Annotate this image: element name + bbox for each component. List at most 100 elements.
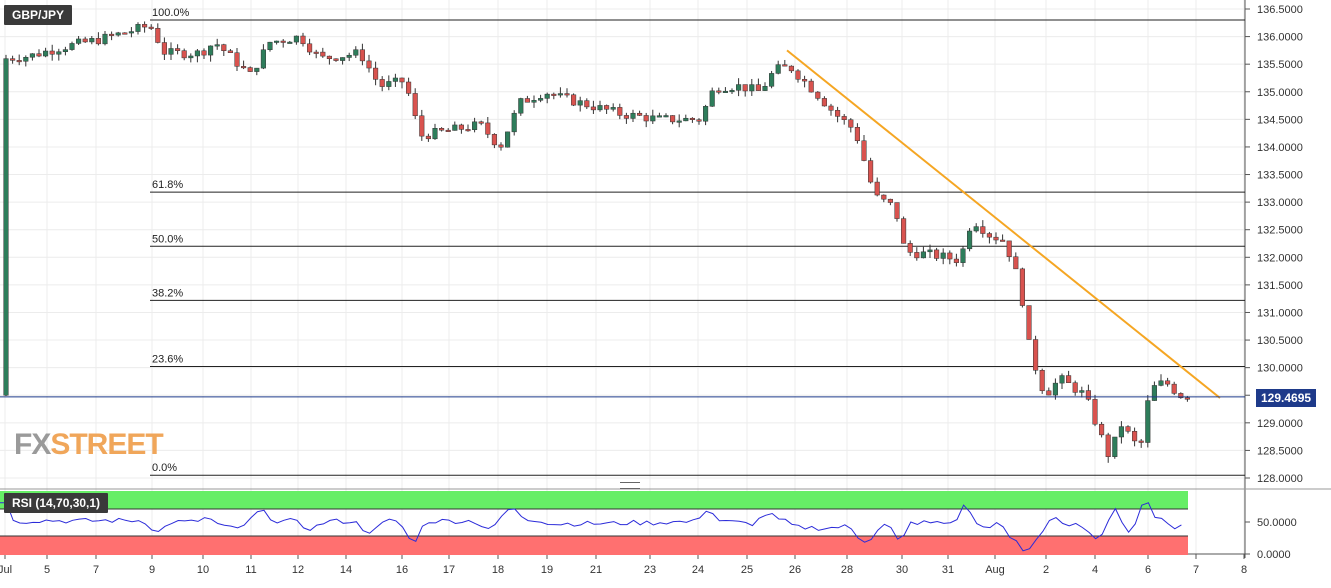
candle-body	[1132, 431, 1138, 442]
candle-body	[986, 233, 992, 238]
candle-body	[472, 121, 478, 130]
candle	[208, 45, 214, 62]
candle	[95, 32, 101, 46]
candle-body	[241, 66, 247, 69]
candle	[161, 37, 167, 61]
candle	[76, 36, 82, 45]
candle	[419, 109, 425, 141]
candle-body	[340, 57, 346, 61]
pane-splitter-handle[interactable]	[620, 482, 640, 489]
price-axis-label: 129.0000	[1257, 418, 1303, 430]
candle-body	[670, 115, 676, 123]
candle	[379, 76, 385, 92]
candle-body	[181, 50, 187, 59]
candle	[148, 24, 154, 30]
candle	[491, 133, 497, 149]
candle	[1132, 427, 1138, 447]
candle	[1026, 305, 1032, 340]
candle	[221, 43, 227, 56]
candle	[274, 40, 280, 45]
candle-body	[29, 53, 35, 58]
candle-body	[571, 94, 577, 106]
candle	[947, 250, 953, 265]
price-axis-label: 131.0000	[1257, 307, 1303, 319]
candle-body	[16, 60, 22, 63]
x-axis-label: 23	[644, 564, 656, 576]
candle-body	[485, 122, 491, 135]
candle	[1151, 381, 1157, 401]
candle-body	[267, 41, 273, 50]
price-axis-label: 133.0000	[1257, 197, 1303, 209]
candle-body	[505, 131, 511, 148]
candle	[1006, 240, 1012, 262]
candle-body	[854, 127, 860, 142]
candle	[802, 75, 808, 88]
candle	[564, 88, 570, 98]
candle-body	[333, 58, 339, 61]
candle	[340, 57, 346, 65]
candle-body	[1165, 380, 1171, 385]
candle-body	[544, 93, 550, 99]
candle	[894, 202, 900, 222]
candle	[1099, 421, 1105, 438]
candle-body	[122, 32, 128, 35]
candle-body	[947, 252, 953, 260]
candle	[531, 95, 537, 108]
trendline	[786, 49, 1221, 399]
candle-body	[953, 258, 959, 263]
candle-body	[406, 81, 412, 94]
rsi-badge: RSI (14,70,30,1)	[4, 493, 109, 513]
candle	[122, 32, 128, 35]
candle	[584, 98, 590, 110]
candle-body	[1118, 426, 1124, 438]
candle-body	[722, 90, 728, 93]
candle	[841, 114, 847, 125]
candle-body	[643, 115, 649, 122]
candle	[241, 60, 247, 70]
candle	[881, 194, 887, 203]
candle	[709, 87, 715, 107]
x-axis-label: 26	[789, 564, 801, 576]
logo-fx: FX	[14, 428, 51, 461]
candle	[62, 46, 68, 56]
candle-body	[656, 115, 662, 118]
x-axis-label: 4	[1092, 564, 1098, 576]
candle-body	[43, 50, 49, 57]
x-axis-label: 12	[292, 564, 304, 576]
candle-body	[564, 93, 570, 96]
candle-body	[425, 135, 431, 140]
price-axis-label: 128.5000	[1257, 445, 1303, 457]
candle	[227, 48, 233, 53]
candle	[23, 55, 29, 67]
candle-body	[716, 90, 722, 93]
price-axis-label: 130.5000	[1257, 335, 1303, 347]
candle-body	[1092, 399, 1098, 425]
candle	[643, 112, 649, 128]
candle-body	[109, 33, 115, 36]
candle-body	[445, 129, 451, 132]
candle	[247, 66, 253, 72]
candle	[604, 104, 610, 114]
candle	[313, 49, 319, 59]
candle	[300, 32, 306, 47]
candle-body	[960, 248, 966, 263]
candle	[577, 96, 583, 112]
candle-body	[749, 84, 755, 92]
candle-body	[366, 60, 372, 69]
candle	[1158, 374, 1164, 387]
candle	[557, 87, 563, 98]
candle	[386, 75, 392, 91]
candle	[934, 247, 940, 262]
candle	[980, 220, 986, 238]
candle	[478, 120, 484, 126]
candle-body	[1151, 385, 1157, 401]
candle-body	[62, 49, 68, 52]
candle	[29, 53, 35, 61]
candle	[69, 41, 75, 51]
candle-body	[689, 117, 695, 120]
candle-body	[887, 198, 893, 203]
candle	[485, 116, 491, 139]
candle	[835, 106, 841, 123]
